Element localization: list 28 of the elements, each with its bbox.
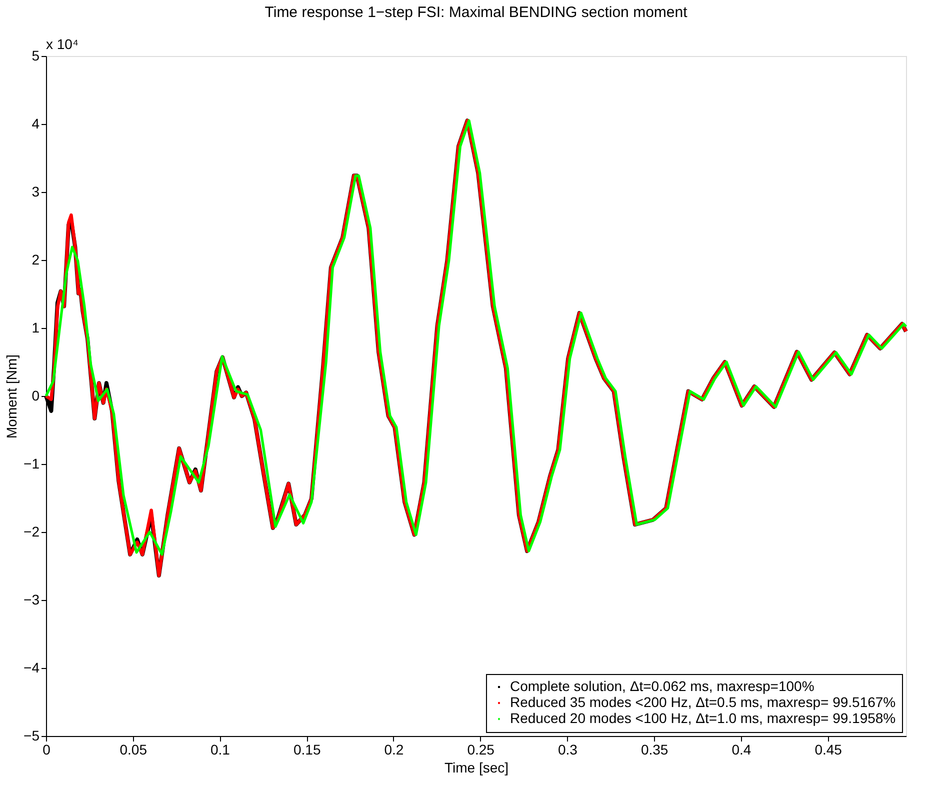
y-axis-title: Moment [Nm] <box>4 354 20 439</box>
x-tick-label: 0.25 <box>467 742 495 758</box>
y-tick-label: −1 <box>24 456 40 472</box>
x-tick-label: 0 <box>42 742 51 758</box>
y-tick-label: −3 <box>24 592 40 608</box>
y-tick-label: 2 <box>32 252 40 268</box>
x-tick-label: 0.3 <box>558 742 578 758</box>
y-tick-label: 3 <box>32 184 40 200</box>
chart-title: Time response 1−step FSI: Maximal BENDING section moment <box>264 4 688 21</box>
x-tick-label: 0.15 <box>293 742 321 758</box>
x-tick-label: 0.1 <box>210 742 230 758</box>
y-tick-label: −4 <box>24 660 40 676</box>
legend-label: Complete solution, Δt=0.062 ms, maxresp=100% <box>510 678 814 694</box>
legend-label: Reduced 35 modes <200 Hz, Δt=0.5 ms, maxresp= 99.5167% <box>510 694 896 710</box>
x-axis-title: Time [sec] <box>444 760 509 776</box>
text: x 10⁴ <box>46 36 78 52</box>
x-tick-label: 0.4 <box>732 742 752 758</box>
y-tick-label: 5 <box>32 48 40 64</box>
y-tick-label: 0 <box>32 388 40 404</box>
legend-label: Reduced 20 modes <100 Hz, Δt=1.0 ms, maxresp= 99.1958% <box>510 710 896 726</box>
x-tick-label: 0.05 <box>120 742 148 758</box>
x-tick-label: 0.35 <box>640 742 668 758</box>
y-tick-label: 4 <box>32 116 40 132</box>
y-tick-label: −5 <box>24 728 40 744</box>
x-tick-label: 0.45 <box>814 742 842 758</box>
x-tick-label: 0.2 <box>384 742 404 758</box>
y-tick-label: −2 <box>24 524 40 540</box>
y-tick-label: 1 <box>32 320 40 336</box>
